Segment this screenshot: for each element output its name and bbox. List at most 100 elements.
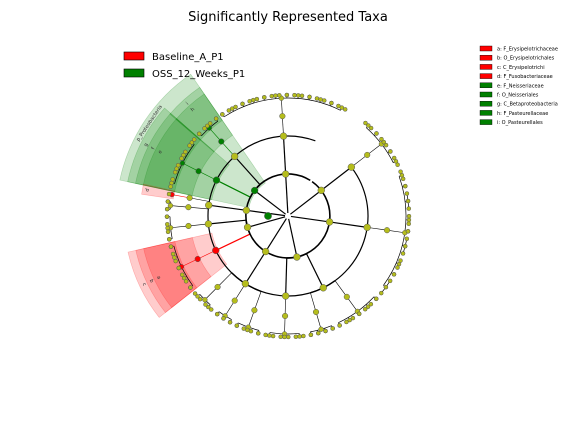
taxon-node (186, 194, 193, 201)
clade-highlight (142, 118, 202, 193)
taxon-node (226, 108, 232, 113)
taxon-node (185, 204, 192, 211)
taxon-node (301, 333, 306, 339)
taxon-node (277, 93, 282, 98)
branch (208, 204, 247, 211)
clade-label: h (190, 107, 196, 114)
taxon-node (241, 280, 250, 288)
taxon-node (368, 125, 374, 131)
taxon-node (325, 218, 334, 226)
taxon-node (233, 104, 238, 110)
taxon-node (373, 296, 379, 302)
cladogram-nodes (164, 92, 412, 340)
taxon-node (400, 176, 406, 182)
legend-swatch-baseline (123, 51, 145, 61)
taxon-node (307, 94, 312, 100)
taxon-node (195, 294, 200, 299)
taxon-node (344, 319, 349, 325)
taxon-node (378, 290, 384, 296)
taxon-node (167, 237, 172, 242)
taxon-node (181, 275, 187, 281)
taxon-node (282, 292, 290, 300)
taxon-node (279, 132, 288, 140)
taxon-node (366, 123, 371, 128)
taxon-node (213, 116, 219, 121)
branch (216, 179, 251, 198)
clade-label: b (148, 278, 155, 283)
taxon-node (208, 307, 214, 312)
branch (208, 219, 247, 225)
taxon-node (282, 312, 289, 320)
taxon-node (388, 149, 393, 154)
taxon-node (179, 160, 186, 166)
taxon-node (356, 311, 362, 317)
taxon-node (164, 206, 170, 212)
branch (285, 174, 289, 214)
taxon-node (183, 279, 189, 284)
taxon-node (292, 92, 297, 98)
taxon-node (404, 236, 410, 242)
taxon-node (243, 223, 252, 231)
taxa-key-swatch (479, 45, 493, 52)
taxa-key-swatch (479, 110, 493, 116)
taxon-node (343, 293, 350, 300)
clade-label: i (185, 101, 190, 106)
branch (188, 206, 209, 210)
taxon-node (321, 98, 327, 103)
taxon-node (293, 253, 301, 261)
taxon-node (173, 258, 178, 264)
taxon-node (282, 334, 287, 340)
taxon-node (191, 137, 197, 142)
taxon-node (168, 184, 173, 189)
taxon-node (194, 255, 201, 263)
taxon-node (406, 221, 411, 226)
taxon-node (170, 251, 176, 257)
ring-class (207, 135, 369, 297)
taxon-node (242, 206, 251, 214)
taxon-node (206, 304, 211, 310)
taxon-node (254, 96, 260, 102)
branch (265, 218, 287, 252)
taxon-node (406, 213, 412, 219)
branch (290, 189, 322, 215)
taxon-node (203, 302, 208, 307)
taxon-node (363, 120, 368, 126)
taxon-node (308, 332, 314, 338)
taxon-node (391, 155, 397, 161)
taxon-node (187, 143, 192, 148)
taxa-key-label: g: C_Betaproteobacteria (497, 102, 558, 108)
taxon-node (296, 93, 301, 98)
branch (310, 292, 317, 313)
clade-label: g (143, 142, 150, 148)
taxon-node (195, 168, 202, 175)
clade-label: a (155, 275, 162, 280)
taxon-node (165, 199, 171, 204)
taxa-key-swatch (479, 73, 493, 79)
taxon-node (183, 149, 188, 155)
taxon-node (314, 96, 320, 101)
branch (285, 257, 288, 296)
taxon-node (364, 151, 371, 158)
taxon-node (379, 136, 384, 142)
taxon-node (197, 296, 203, 302)
taxon-node (170, 177, 175, 182)
taxon-node (350, 315, 356, 321)
taxon-node (319, 284, 327, 292)
taxon-node (403, 183, 408, 189)
clade-label: c (141, 282, 148, 287)
taxon-node (192, 291, 198, 296)
taxon-node (316, 330, 321, 336)
taxon-node (383, 284, 389, 290)
taxon-node (269, 93, 275, 99)
branch (217, 272, 232, 288)
taxon-node (168, 244, 174, 249)
taxon-node (255, 331, 261, 336)
taxon-node (261, 247, 270, 256)
taxon-node (317, 186, 325, 195)
legend-swatch-oss (123, 68, 145, 78)
taxon-node (383, 142, 389, 148)
taxon-node (281, 170, 290, 178)
taxon-node (323, 328, 328, 334)
taxon-node (318, 97, 323, 102)
clade-label: e (157, 149, 164, 154)
